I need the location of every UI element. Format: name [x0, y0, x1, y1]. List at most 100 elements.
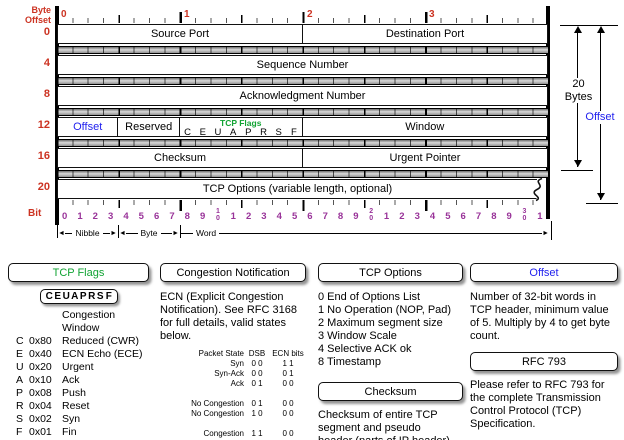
field-tcp-options: TCP Options (variable length, optional): [57, 179, 537, 199]
ecn-dsb: 0 1: [251, 399, 263, 408]
bit-number: 6: [307, 211, 313, 222]
bit-number: 2: [399, 211, 405, 222]
bit-number: 4: [429, 211, 436, 222]
arrow-right-icon: ►: [172, 229, 180, 237]
flag-letter: A: [16, 374, 24, 386]
congestion-panel-title: Congestion Notification: [160, 263, 306, 282]
flag-letter: S: [96, 291, 104, 302]
bit-number: 4: [276, 211, 282, 222]
field-reserved: Reserved: [118, 117, 180, 137]
tcp-option-item: 3 Window Scale: [318, 330, 397, 342]
flag-legend-row: S 0x02 Syn: [16, 413, 149, 426]
flag-letter: U: [16, 361, 24, 373]
field-checksum: Checksum: [57, 148, 303, 168]
byte-offset-label: Byte Offset: [24, 5, 51, 25]
ecn-state: Syn-Ack: [214, 369, 244, 378]
ecn-state: [160, 389, 244, 399]
arrow-right-icon: ►: [110, 229, 118, 237]
ecn-bits: 0 0: [282, 399, 294, 408]
flag-hex-value: 0x10: [29, 374, 52, 386]
bit-number: 8: [337, 211, 344, 222]
flag-letter: F: [16, 426, 23, 438]
ecn-bits: [270, 389, 306, 399]
diagram-left-border: [55, 6, 59, 225]
ecn-state: No Congestion: [191, 409, 244, 418]
ecn-bits: 0 1: [282, 369, 294, 378]
ecn-table-row: Congestion 1 1 0 0: [160, 429, 306, 439]
ecn-dsb: [244, 419, 270, 429]
bit-separator-bar: [57, 170, 548, 178]
row-offset-12: 12: [37, 119, 50, 131]
ecn-header-state: Packet State: [198, 349, 244, 358]
tcp-option-item: 4 Selective ACK ok: [318, 343, 412, 355]
flag-legend-row: F 0x01 Fin: [16, 426, 149, 439]
flag-legend-row: R 0x04 Reset: [16, 400, 149, 413]
flag-letter: P: [16, 387, 24, 399]
flag-letter: S: [275, 126, 282, 138]
arrow-up-icon: [573, 26, 582, 33]
ecn-bits: 0 0: [282, 409, 294, 418]
ecn-state: Ack: [230, 379, 244, 388]
checksum-panel-title: Checksum: [318, 382, 463, 401]
byte-scale: ◄ Byte ►: [119, 226, 179, 240]
flag-description: Reset: [62, 400, 90, 412]
bit-number: 5: [138, 211, 144, 222]
ecn-state: [160, 419, 244, 429]
bit-number: 5: [445, 211, 451, 222]
ecn-bits: 0 0: [282, 429, 294, 438]
ecn-table-row: No Congestion 0 1 0 0: [160, 399, 306, 409]
flag-legend-row: Congestion Window: [16, 309, 149, 335]
tcp-options-panel-title: TCP Options: [318, 263, 463, 282]
flag-letter: P: [245, 126, 252, 138]
bottom-ruler-byte-ticks: [57, 200, 548, 211]
ecn-bits: [270, 419, 306, 429]
flag-legend-row: U 0x20 Urgent: [16, 361, 149, 374]
bit-separator-bar: [57, 108, 548, 116]
torn-edge-icon: [533, 177, 543, 202]
flag-letter: U: [62, 291, 70, 302]
bit-number: 1: [383, 211, 390, 222]
bit-number: 3: [261, 211, 267, 222]
ecn-bits: 1 1: [282, 359, 294, 368]
flag-description: Congestion Window: [62, 309, 116, 334]
ecn-table-rows: Syn 0 0 1 1 Syn-Ack 0 0 0 1 Ack 0 1 0 0 …: [160, 359, 306, 440]
bit-number: 0: [62, 211, 68, 222]
flag-description: ECN Echo (ECE): [62, 348, 143, 360]
ecn-table: Packet State DSB ECN bits Syn 0 0 1 1 Sy…: [160, 349, 306, 440]
ecn-header-ecn: ECN bits: [272, 349, 304, 358]
bit-number: 7: [475, 211, 482, 222]
arrow-up-icon: [596, 26, 605, 33]
flag-hex-value: 0x20: [29, 361, 52, 373]
bit-number: 9: [506, 211, 512, 222]
bit-number: 7: [169, 211, 175, 222]
field-source-port: Source Port: [57, 24, 303, 44]
ecn-dsb: 1 0: [251, 409, 263, 418]
tcp-option-item: 0 End of Options List: [318, 291, 421, 303]
scale-divider: [180, 225, 181, 238]
flag-description: Urgent: [62, 361, 94, 373]
congestion-panel: Congestion Notification ECN (Explicit Co…: [160, 263, 306, 440]
flag-hex-value: 0x01: [29, 426, 52, 438]
bit-number: 5: [291, 211, 298, 222]
flag-letter: U: [214, 126, 222, 138]
flag-letter: A: [229, 126, 237, 138]
bit-number: 8: [491, 211, 497, 222]
offset-body: Number of 32-bit words in TCP header, mi…: [470, 291, 611, 342]
flag-description: Push: [62, 387, 86, 399]
flag-hex-value: 0x02: [29, 413, 52, 425]
arrow-left-icon: ◄: [119, 229, 126, 237]
bit-number: 1: [537, 211, 543, 222]
arrow-left-icon: ◄: [58, 229, 65, 237]
flag-description: Fin: [62, 426, 77, 438]
flag-description: Syn: [62, 413, 81, 425]
header-layout-diagram: Byte Offset 0 1 2 3 0 4 8 12 16 20 Sourc…: [24, 5, 618, 240]
row-offset-4: 4: [43, 57, 50, 69]
ecn-table-row: [160, 419, 306, 429]
flag-hex-value: 0x40: [29, 348, 52, 360]
ecn-table-row: Ack 0 1 0 0: [160, 379, 306, 389]
arrow-down-icon: [596, 193, 605, 200]
